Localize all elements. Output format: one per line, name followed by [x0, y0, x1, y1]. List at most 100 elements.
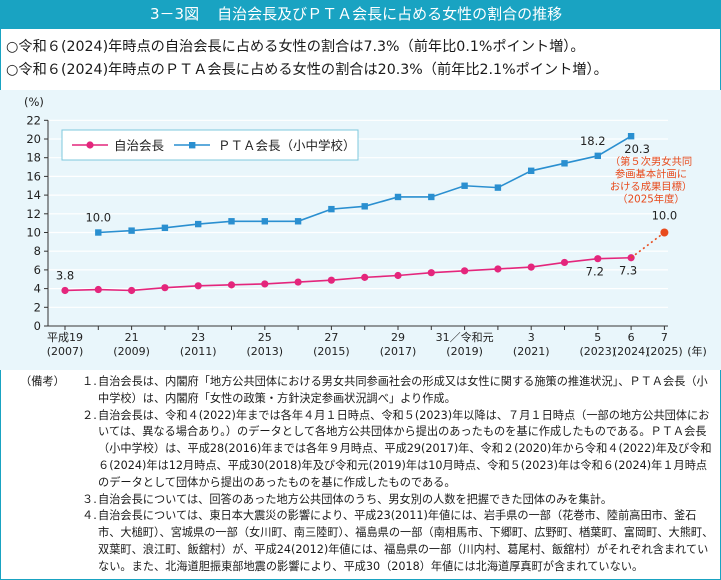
data-point-jichi — [94, 285, 102, 294]
data-point-jichi — [560, 258, 569, 267]
x-tick-label: (2024) — [613, 345, 650, 358]
y-tick-label: 10 — [26, 226, 41, 240]
data-point-jichi — [494, 265, 502, 273]
x-tick-label: 23 — [191, 331, 205, 344]
x-tick-label: (2011) — [180, 345, 217, 358]
data-point-pta — [361, 203, 368, 210]
note-text: 自治会長は、令和４(2022)年までは各年４月１日時点、令和５(2023)年以降… — [98, 408, 712, 489]
figure-number: 3－3図 — [150, 5, 200, 23]
data-point-jichi — [394, 271, 402, 280]
x-axis-label: (年) — [687, 344, 707, 358]
data-point-pta — [528, 167, 535, 174]
data-label: 18.2 — [580, 134, 606, 148]
note-number: １. — [82, 375, 97, 388]
x-tick-label: 7 — [661, 331, 668, 344]
data-label: 10.0 — [85, 211, 111, 225]
figure-title-bar: 3－3図 自治会長及びＰＴＡ会長に占める女性の割合の推移 — [0, 0, 721, 29]
data-point-pta — [294, 218, 302, 225]
legend-marker-jichi — [86, 141, 94, 149]
target-note: 参画基本計画に — [615, 168, 687, 181]
y-tick-label: 12 — [26, 207, 41, 221]
target-note: おける成果目標） — [610, 180, 692, 193]
x-tick-label: (2017) — [380, 345, 417, 358]
data-point-jichi — [461, 267, 469, 275]
data-point-jichi — [294, 278, 302, 286]
data-point-jichi — [327, 276, 335, 284]
x-tick-label: 3 — [528, 331, 535, 344]
data-point-pta — [594, 152, 601, 160]
note-text: 自治会長については、回答のあった地方公共団体のうち、男女別の人数を把握できた団体… — [98, 492, 613, 506]
x-tick-label: 6 — [628, 331, 635, 344]
data-point-jichi — [161, 284, 169, 292]
y-tick-label: 4 — [34, 282, 41, 296]
note-text: 自治会長は、内閣府「地方公共団体における男女共同参画社会の形成又は女性に関する施… — [98, 375, 708, 405]
note-number: ４. — [82, 509, 97, 523]
data-point-jichi — [227, 281, 236, 289]
x-tick-label: (2021) — [513, 345, 550, 358]
legend-label-pta: ＰＴＡ会長（小中学校） — [218, 138, 356, 153]
target-note: （第５次男女共同 — [610, 155, 692, 168]
note-text: 自治会長については、東日本大震災の影響により、平成23(2011)年値には、岩手… — [98, 509, 714, 573]
legend-label-jichi: 自治会長 — [114, 138, 165, 153]
x-tick-label: 25 — [258, 331, 272, 344]
x-tick-label: (2013) — [247, 345, 284, 358]
target-dotted-line — [630, 231, 665, 259]
note-item: ２. 自治会長は、令和４(2022)年までは各年４月１日時点、令和５(2023)… — [20, 408, 716, 492]
x-tick-label: 31／令和元 — [436, 330, 494, 344]
data-label: 3.8 — [56, 268, 74, 282]
x-tick-label: 平成19 — [47, 331, 83, 344]
x-tick-label: (2009) — [113, 345, 150, 358]
y-tick-label: 0 — [34, 319, 41, 333]
note-item: ４. 自治会長については、東日本大震災の影響により、平成23(2011)年値には… — [20, 508, 716, 575]
data-label: 7.2 — [586, 265, 604, 279]
data-point-jichi — [128, 286, 136, 295]
data-point-pta — [394, 193, 402, 201]
data-label: 7.3 — [619, 264, 637, 278]
data-point-pta — [627, 132, 635, 140]
figure-title: 自治会長及びＰＴＡ会長に占める女性の割合の推移 — [217, 5, 563, 23]
data-point-pta — [461, 182, 468, 189]
x-tick-label: 5 — [594, 331, 601, 344]
target-point — [660, 228, 669, 237]
y-tick-label: 14 — [26, 188, 41, 202]
note-number: ２. — [82, 408, 97, 422]
data-point-jichi — [594, 255, 602, 263]
data-point-pta — [328, 205, 335, 213]
data-point-jichi — [527, 263, 535, 271]
summary-line-pta: ○令和６(2024)年時点のＰＴＡ会長に占める女性の割合は20.3%（前年比2.… — [6, 62, 608, 78]
y-tick-label: 20 — [26, 132, 41, 146]
data-point-pta — [95, 229, 102, 236]
x-tick-label: 21 — [125, 331, 139, 344]
y-tick-label: 8 — [34, 244, 41, 258]
series-line-jichi — [64, 256, 632, 292]
data-point-pta — [161, 224, 169, 232]
x-tick-label: (2007) — [47, 345, 84, 358]
data-point-pta — [228, 218, 235, 225]
note-number: ３. — [82, 492, 97, 506]
x-tick-label: (2025) — [646, 345, 683, 358]
data-point-pta — [494, 184, 502, 191]
data-label: 10.0 — [652, 209, 678, 223]
x-tick-label: (2023) — [580, 345, 617, 358]
line-chart: 0 2 4 6 8 10 12 14 16 18 20 22 (%) 平成19(2007) 21(2009)… — [24, 95, 707, 358]
data-point-jichi — [61, 286, 69, 295]
x-tick-label: 27 — [324, 331, 338, 344]
notes-section: （備考） １. 自治会長は、内閣府「地方公共団体における男女共同参画社会の形成又… — [20, 374, 716, 576]
y-tick-label: 16 — [26, 169, 41, 183]
notes-heading: （備考） — [20, 375, 65, 388]
data-label: 20.3 — [624, 142, 650, 156]
data-point-jichi — [427, 269, 435, 277]
data-point-pta — [561, 160, 568, 167]
data-point-pta — [261, 218, 268, 225]
y-tick-label: 18 — [26, 151, 41, 165]
note-item: ３. 自治会長については、回答のあった地方公共団体のうち、男女別の人数を把握でき… — [20, 492, 716, 509]
summary-line-jichi: ○令和６(2024)年時点の自治会長に占める女性の割合は7.3%（前年比0.1%… — [6, 39, 585, 55]
data-point-jichi — [261, 280, 269, 288]
y-tick-label: 2 — [34, 300, 41, 314]
note-item: （備考） １. 自治会長は、内閣府「地方公共団体における男女共同参画社会の形成又… — [20, 374, 716, 408]
y-tick-label: 22 — [26, 113, 41, 127]
data-point-jichi — [361, 273, 369, 281]
data-point-pta — [128, 227, 135, 234]
data-point-pta — [195, 220, 202, 228]
x-tick-label: 29 — [391, 331, 405, 344]
